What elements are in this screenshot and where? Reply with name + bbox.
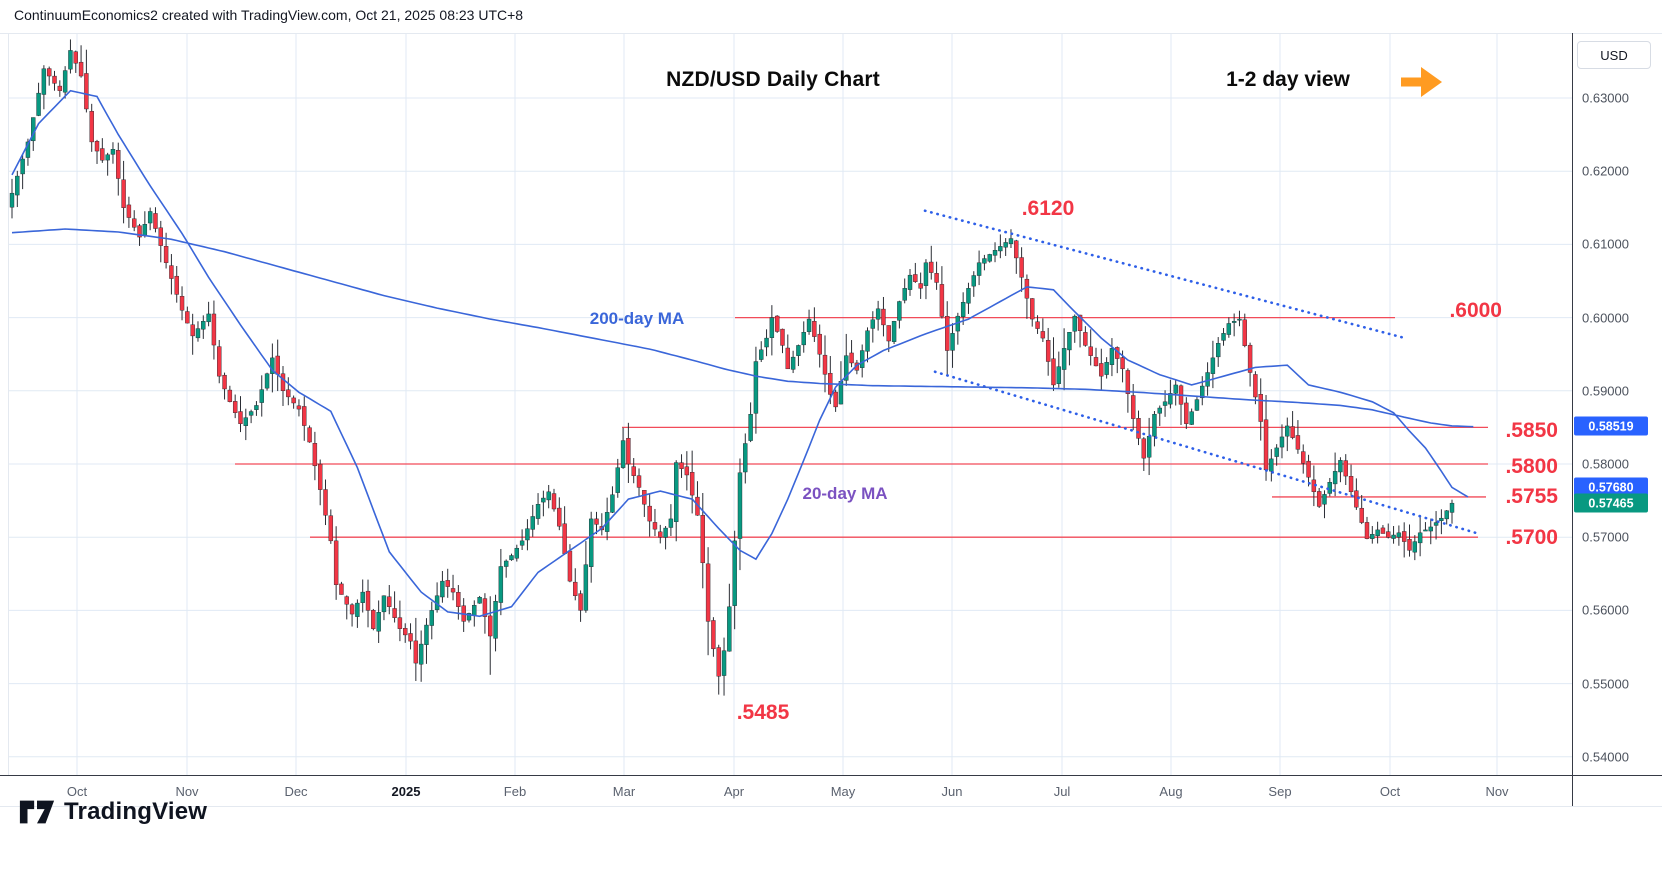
price-axis-label: 0.62000 (1582, 163, 1629, 179)
month-axis-label: May (830, 784, 856, 799)
price-axis-label: 0.57000 (1582, 529, 1629, 545)
attribution-text: ContinuumEconomics2 created with Trading… (14, 7, 524, 23)
price-badge-057465: 0.57465 (1574, 493, 1648, 513)
price-axis-label: 0.59000 (1582, 383, 1629, 399)
price-axis-label: 0.61000 (1582, 236, 1629, 252)
month-axis-label: Aug (1159, 784, 1183, 799)
price-axis-label: 0.54000 (1582, 749, 1629, 765)
currency-usd-button[interactable]: USD (1577, 41, 1651, 69)
price-badge-057680: 0.57680 (1574, 477, 1648, 497)
price-axis-label: 0.58000 (1582, 456, 1629, 472)
price-axis-label: 0.55000 (1582, 676, 1629, 692)
price-badge-058519: 0.58519 (1574, 416, 1648, 436)
month-axis-label: Nov (1485, 784, 1509, 799)
month-axis-label: Oct (1379, 784, 1401, 799)
view-note-text: 1-2 day view (1226, 68, 1350, 91)
candlestick-chart[interactable] (0, 33, 1572, 775)
month-axis-label: Dec (284, 784, 308, 799)
tradingview-watermark[interactable]: TradingView (18, 796, 207, 828)
right-arrow-icon (1401, 67, 1442, 97)
month-axis-label: Feb (503, 784, 527, 799)
tradingview-logo-icon (19, 800, 55, 824)
tradingview-watermark-text: TradingView (64, 798, 208, 825)
price-axis-line (1572, 33, 1573, 806)
month-axis-label: Jul (1053, 784, 1071, 799)
price-axis-label: 0.63000 (1582, 90, 1629, 106)
plot-left-border (8, 33, 9, 775)
price-axis-label: 0.60000 (1582, 310, 1629, 326)
month-axis-label: Apr (723, 784, 745, 799)
month-axis-label: Jun (941, 784, 963, 799)
month-axis-label: Mar (612, 784, 636, 799)
widget-bottom-border (0, 806, 1662, 807)
chart-title: NZD/USD Daily Chart (666, 68, 880, 91)
plot-top-border (0, 33, 1662, 34)
month-axis-label: 2025 (391, 784, 421, 799)
time-axis-line (0, 775, 1662, 776)
price-axis-label: 0.56000 (1582, 602, 1629, 618)
month-axis-label: Sep (1268, 784, 1292, 799)
